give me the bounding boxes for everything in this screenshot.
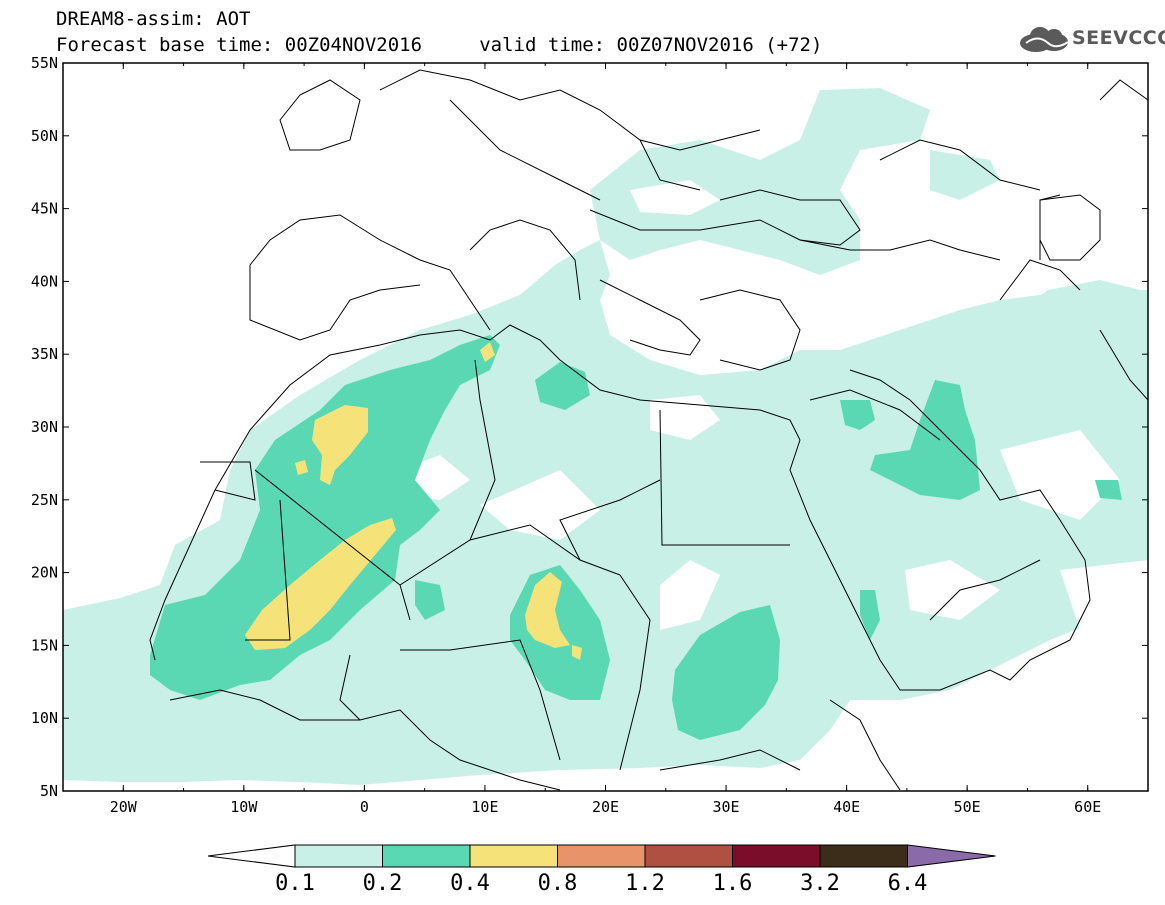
lat-label: 45N — [31, 200, 58, 218]
lat-label: 5N — [40, 782, 58, 800]
colorbar-level-label: 6.4 — [887, 871, 928, 896]
lat-label: 40N — [31, 272, 58, 290]
colorbar-swatch — [644, 844, 733, 868]
latitude-axis: 55N 50N 45N 40N 35N 30N 25N 20N 15N 10N 5N — [31, 54, 1148, 800]
colorbar-swatch — [294, 844, 383, 868]
lat-label: 55N — [31, 54, 58, 72]
lon-label: 20E — [592, 798, 619, 816]
lat-label: 10N — [31, 709, 58, 727]
aot-level-0.1 — [63, 88, 1148, 785]
colorbar-swatches — [207, 844, 996, 868]
lon-label: 40E — [833, 798, 860, 816]
lon-label: 10E — [471, 798, 498, 816]
logo-text: SEEVCCC — [1072, 27, 1165, 49]
colorbar-swatch — [469, 844, 558, 868]
colorbar-level-label: 0.8 — [537, 871, 578, 896]
longitude-axis: 20W 10W 0 10E 20E 30E 40E 50E 60E — [62, 63, 1149, 816]
country-borders — [200, 99, 1148, 771]
aot-level-0.4 — [245, 342, 582, 660]
lat-label: 25N — [31, 491, 58, 509]
cloud-icon — [1020, 27, 1069, 52]
colorbar-level-label: 0.1 — [275, 871, 315, 896]
colorbar-swatch — [732, 844, 821, 868]
colorbar-swatch — [557, 844, 646, 868]
seevccc-logo — [1020, 27, 1069, 52]
lat-label: 50N — [31, 127, 58, 145]
coastlines — [149, 69, 1148, 791]
colorbar-swatch — [382, 844, 471, 868]
aot-contours — [63, 88, 1148, 785]
lat-label: 35N — [31, 345, 58, 363]
colorbar-low-arrow — [207, 844, 296, 868]
forecast-time-info: Forecast base time: 00Z04NOV2016 valid t… — [56, 34, 823, 56]
colorbar-high-arrow — [907, 844, 996, 868]
lon-label: 10W — [230, 798, 258, 816]
lon-label: 60E — [1074, 798, 1101, 816]
colorbar-level-label: 1.2 — [625, 871, 665, 896]
colorbar-level-label: 0.2 — [362, 871, 403, 896]
lon-label: 30E — [713, 798, 740, 816]
lat-label: 20N — [31, 564, 58, 582]
lat-label: 15N — [31, 636, 58, 654]
colorbar-swatch — [819, 844, 908, 868]
colorbar-level-label: 0.4 — [450, 871, 490, 896]
map-title: DREAM8-assim: AOT — [56, 8, 251, 30]
colorbar-level-label: 1.6 — [712, 871, 753, 896]
colorbar-level-label: 3.2 — [800, 871, 840, 896]
lon-label: 0 — [360, 798, 369, 816]
lon-label: 50E — [954, 798, 981, 816]
lat-label: 30N — [31, 418, 58, 436]
lon-label: 20W — [110, 798, 138, 816]
